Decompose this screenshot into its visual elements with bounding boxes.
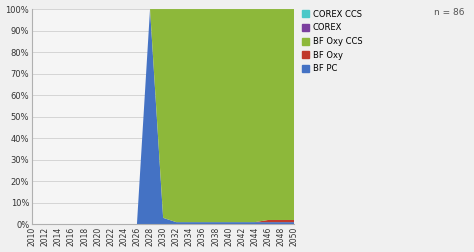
Legend: COREX CCS, COREX, BF Oxy CCS, BF Oxy, BF PC: COREX CCS, COREX, BF Oxy CCS, BF Oxy, BF… <box>301 9 363 74</box>
Text: n = 86: n = 86 <box>434 8 465 17</box>
